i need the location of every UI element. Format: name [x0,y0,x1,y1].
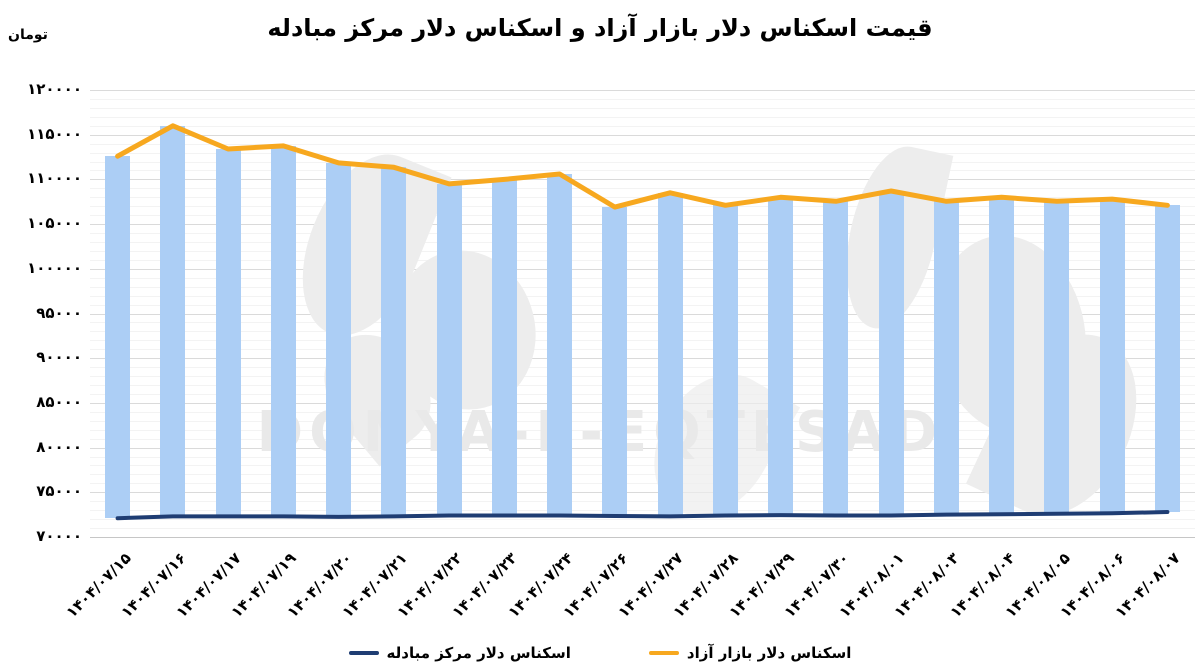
bar [1044,201,1070,514]
bar [712,205,738,516]
bar [270,145,296,517]
y-tick-label: ۹۰۰۰۰ [36,348,82,367]
gridline-minor [90,331,1195,333]
bar [160,125,186,517]
gridline-minor [90,125,1195,127]
gridline-minor [90,411,1195,413]
gridline-major [90,358,1195,360]
bar [491,179,517,516]
line-series-layer [115,123,1170,521]
gridline-major [90,224,1195,226]
gridline-minor [90,420,1195,422]
gridline-minor [90,501,1195,503]
gridline-minor [90,376,1195,378]
gridline-minor [90,393,1195,395]
plot-area [90,90,1195,538]
bar [436,183,462,516]
gridline-minor [90,188,1195,190]
bar [602,207,628,516]
gridline-major [90,492,1195,494]
bar [878,191,904,516]
bar [989,197,1015,515]
gridline-minor [90,286,1195,288]
bar [1154,205,1180,512]
gridline-minor [90,233,1195,235]
gridline-major [90,179,1195,181]
gridline-major [90,402,1195,404]
y-tick-label: ۸۵۰۰۰ [36,392,82,411]
gridline-major [90,90,1195,91]
legend-label-exchange-center: اسکناس دلار مرکز مبادله [386,644,571,662]
gridline-minor [90,429,1195,431]
y-tick-label: ۷۰۰۰۰ [36,527,82,545]
x-axis-line [90,537,1195,538]
gridline-minor [90,483,1195,485]
gridline-minor [90,215,1195,217]
gridline-minor [90,438,1195,440]
chart-title: قیمت اسکناس دلار بازار آزاد و اسکناس دلا… [267,14,933,42]
free-market-line [115,123,1170,210]
gridline-minor [90,456,1195,458]
exchange-center-swatch-icon [348,651,379,655]
gridline-minor [90,206,1195,208]
gridline-minor [90,295,1195,297]
gridline-minor [90,349,1195,351]
gridline-minor [90,385,1195,387]
gridline-minor [90,367,1195,369]
gridline-major [90,313,1195,315]
gridline-minor [90,241,1195,243]
bar [1099,199,1125,514]
gridline-minor [90,143,1195,145]
y-axis-unit-label: تومان [8,27,48,43]
gridline-minor [90,107,1195,109]
y-tick-label: ۱۰۵۰۰۰ [27,214,82,233]
y-tick-label: ۱۲۰۰۰۰ [27,80,82,98]
gridline-major [90,134,1195,136]
gridline-minor [90,322,1195,324]
gridline-minor [90,519,1195,521]
y-tick-label: ۱۱۰۰۰۰ [27,169,82,188]
legend-label-free-market: اسکناس دلار بازار آزاد [686,644,852,662]
y-tick-label: ۹۵۰۰۰ [36,303,82,322]
gridline-minor [90,474,1195,476]
gridline-major [90,447,1195,449]
gridline-minor [90,152,1195,154]
legend-item-exchange-center: اسکناس دلار مرکز مبادله [348,644,571,662]
bar [768,197,794,516]
gridline-minor [90,340,1195,342]
gridline-minor [90,510,1195,512]
gridline-minor [90,465,1195,467]
gridline-minor [90,116,1195,118]
y-tick-label: ۸۰۰۰۰ [36,437,82,456]
bar [326,162,352,517]
bar [381,167,407,517]
gridline-minor [90,277,1195,279]
gridline-minor [90,528,1195,530]
y-tick-label: ۱۱۵۰۰۰ [27,124,82,143]
y-tick-label: ۷۵۰۰۰ [36,482,82,501]
bar [547,174,573,516]
exchange-center-line [115,510,1170,521]
y-tick-label: ۱۰۰۰۰۰ [27,258,82,277]
gridline-minor [90,259,1195,261]
legend-item-free-market: اسکناس دلار بازار آزاد [648,644,852,662]
bar [823,201,849,516]
free-market-swatch-icon [648,651,679,655]
gridline-minor [90,250,1195,252]
bar [933,201,959,515]
bar [657,192,683,517]
gridline-minor [90,304,1195,306]
bar [105,156,131,519]
gridline-major [90,268,1195,270]
legend: اسکناس دلار مرکز مبادله اسکناس دلار بازا… [0,640,1200,666]
gridline-minor [90,161,1195,163]
gridline-minor [90,170,1195,172]
gridline-minor [90,98,1195,100]
bar [215,149,241,517]
